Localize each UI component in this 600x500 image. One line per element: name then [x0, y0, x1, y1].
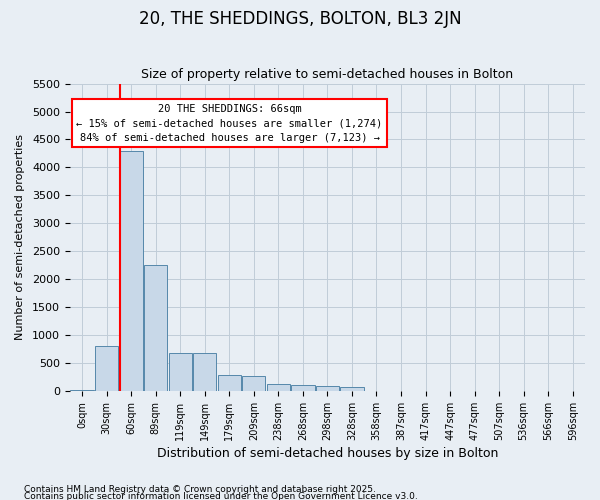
Bar	[95, 346, 118, 391]
Bar	[144, 265, 167, 391]
Text: 20 THE SHEDDINGS: 66sqm
← 15% of semi-detached houses are smaller (1,274)
84% of: 20 THE SHEDDINGS: 66sqm ← 15% of semi-de…	[76, 104, 383, 143]
Bar	[169, 353, 192, 391]
Bar	[340, 387, 364, 391]
Bar	[242, 376, 265, 391]
Bar	[316, 386, 339, 391]
Bar	[218, 376, 241, 391]
Title: Size of property relative to semi-detached houses in Bolton: Size of property relative to semi-detach…	[142, 68, 514, 81]
Text: Contains public sector information licensed under the Open Government Licence v3: Contains public sector information licen…	[24, 492, 418, 500]
Text: 20, THE SHEDDINGS, BOLTON, BL3 2JN: 20, THE SHEDDINGS, BOLTON, BL3 2JN	[139, 10, 461, 28]
Y-axis label: Number of semi-detached properties: Number of semi-detached properties	[15, 134, 25, 340]
Bar	[291, 385, 314, 391]
Bar	[193, 353, 217, 391]
Bar	[266, 384, 290, 391]
Text: Contains HM Land Registry data © Crown copyright and database right 2025.: Contains HM Land Registry data © Crown c…	[24, 486, 376, 494]
X-axis label: Distribution of semi-detached houses by size in Bolton: Distribution of semi-detached houses by …	[157, 447, 498, 460]
Bar	[119, 150, 143, 391]
Bar	[70, 390, 94, 391]
